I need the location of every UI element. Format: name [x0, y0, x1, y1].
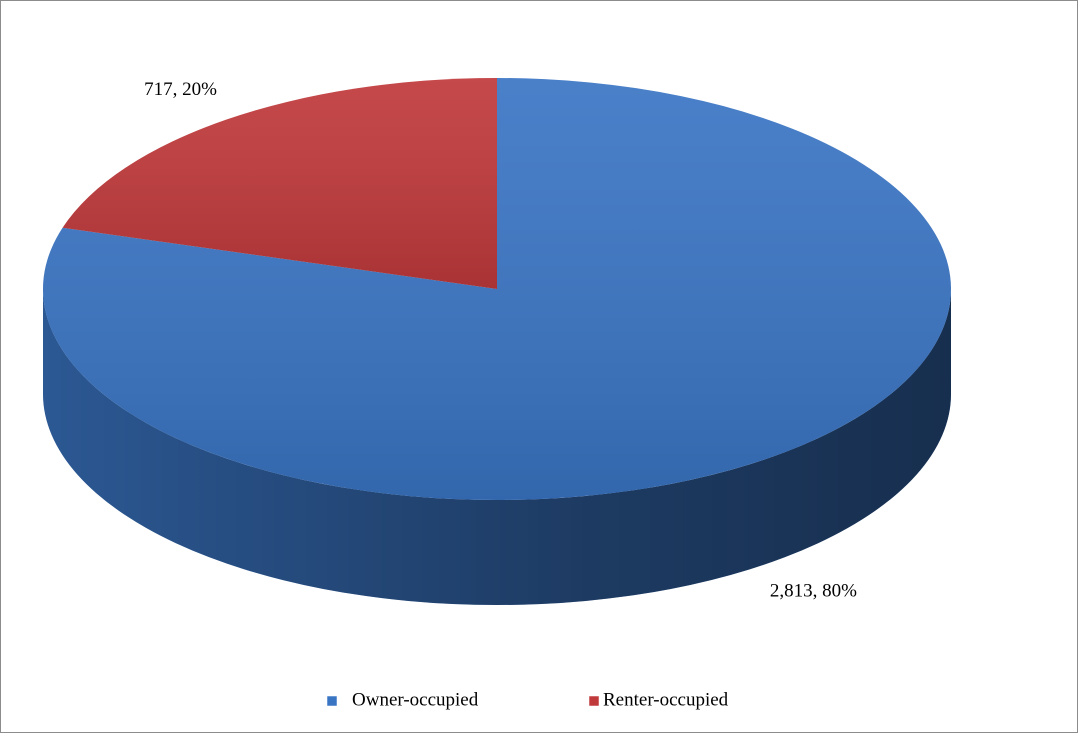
slice-shade [43, 78, 952, 500]
slice-shade [62, 78, 497, 289]
legend-swatch [588, 695, 600, 707]
data-label: 2,813, 80% [770, 581, 857, 602]
slice-side-shade [43, 289, 951, 605]
legend-label: Owner-occupied [352, 689, 479, 710]
legend-label: Renter-occupied [603, 689, 729, 710]
legend-swatch [326, 695, 338, 707]
data-label: 717, 20% [144, 79, 217, 100]
